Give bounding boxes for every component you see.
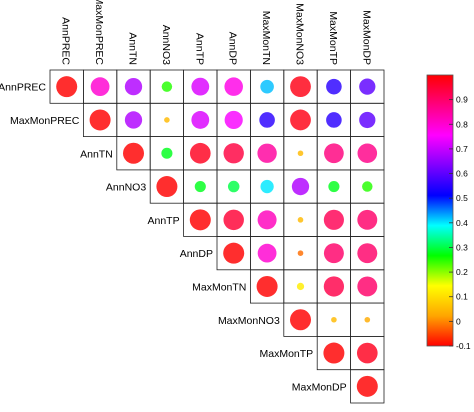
colorbar-tick-label: 0.8	[456, 119, 468, 129]
correlation-circle	[223, 143, 244, 164]
column-label: AnnNO3	[160, 25, 172, 65]
correlation-circle	[257, 143, 277, 163]
correlation-circle	[256, 275, 278, 297]
correlation-circle	[260, 179, 274, 194]
correlation-circle	[161, 81, 173, 92]
correlation-circle	[259, 112, 275, 128]
correlation-circle	[323, 209, 344, 230]
correlation-circle	[291, 177, 310, 196]
row-label: AnnTP	[147, 215, 179, 227]
column-label: MaxMonTP	[327, 11, 339, 65]
correlation-circle	[356, 342, 378, 364]
colorbar-tick-label: 0.7	[456, 144, 468, 154]
correlation-circle	[297, 250, 304, 256]
colorbar-ticks: -0.1 0 0.1 0.2 0.3 0.4 0.5 0.6 0.7 0.8 0.9	[449, 95, 471, 351]
correlation-circle	[124, 111, 143, 129]
correlation-circle	[328, 180, 340, 193]
colorbar-tick-label: 0.2	[456, 267, 468, 277]
correlation-circle	[194, 180, 206, 193]
correlation-circle	[324, 143, 344, 164]
colorbar-tick-label: 0	[456, 316, 461, 326]
correlation-circle	[297, 217, 304, 223]
column-label: AnnTN	[127, 32, 139, 65]
grid-cell	[350, 369, 385, 404]
correlation-circle	[223, 209, 244, 231]
row-label: MaxMonDP	[292, 381, 347, 393]
colorbar-tick-label: -0.1	[456, 341, 471, 351]
correlation-circle	[357, 243, 378, 264]
correlation-circle	[56, 76, 78, 98]
column-label: AnnTP	[193, 33, 205, 65]
colorbar-tick-label: 0.1	[456, 292, 468, 302]
row-labels: AnnPREC MaxMonPREC AnnTN AnnNO3 AnnTP AnnDP Ma…	[0, 82, 347, 394]
row-label: AnnNO3	[106, 182, 146, 194]
correlation-circle	[123, 142, 144, 164]
column-label: MaxMonDP	[360, 10, 372, 65]
correlation-circle	[290, 309, 311, 331]
correlation-circle	[90, 77, 110, 97]
column-label: AnnPREC	[60, 17, 72, 65]
correlation-circle	[326, 78, 342, 95]
colorbar-tick-label: 0.5	[456, 193, 468, 203]
correlation-circle	[257, 243, 277, 263]
correlation-circle	[227, 180, 240, 193]
correlation-circle	[189, 142, 211, 164]
correlation-circle	[191, 111, 210, 129]
correlation-circle	[260, 79, 274, 94]
correlation-circle	[164, 117, 170, 123]
row-label: AnnPREC	[0, 82, 46, 94]
correlation-circle	[357, 143, 378, 164]
colorbar-tick-label: 0.6	[456, 169, 468, 179]
column-label: AnnDP	[227, 32, 239, 65]
colorbar-bar	[426, 74, 454, 347]
colorbar-tick-label: 0.4	[456, 218, 468, 228]
correlation-circle	[223, 242, 245, 264]
column-labels: AnnPREC MaxMonPREC AnnTN AnnNO3 AnnTP AnnDP Ma…	[60, 0, 373, 65]
correlation-circle	[326, 112, 342, 128]
row-label: AnnDP	[180, 248, 213, 260]
correlation-circle	[359, 111, 376, 129]
row-label: AnnTN	[80, 148, 113, 160]
correlation-circle	[161, 147, 173, 159]
correlation-circle	[323, 276, 345, 297]
row-label: MaxMonPREC	[10, 115, 80, 127]
correlation-circle	[189, 209, 211, 231]
correlation-circle	[296, 282, 305, 291]
correlation-circle	[331, 316, 337, 323]
correlation-circle	[191, 77, 210, 96]
row-label: MaxMonTP	[260, 348, 314, 360]
colorbar-tick-label: 0.9	[456, 95, 468, 105]
correlation-circles	[56, 76, 378, 397]
correlation-circle	[290, 76, 311, 98]
correlation-circle	[356, 375, 378, 397]
column-label: MaxMonPREC	[93, 0, 105, 65]
correlation-circle	[89, 109, 111, 131]
column-label: MaxMonTN	[260, 11, 272, 65]
correlation-circle	[224, 110, 243, 130]
correlation-circle	[290, 109, 311, 131]
correlation-circle	[323, 342, 345, 364]
correlation-circle	[124, 77, 143, 96]
row-label: MaxMonNO3	[218, 315, 280, 327]
correlation-circle	[224, 77, 243, 96]
correlation-grid	[49, 69, 385, 404]
correlation-circle	[297, 150, 304, 157]
correlation-circle	[362, 181, 373, 192]
column-label: MaxMonNO3	[294, 3, 306, 65]
correlation-circle	[364, 316, 371, 323]
correlation-circle	[357, 276, 378, 297]
colorbar-tick-label: 0.3	[456, 242, 468, 252]
correlation-circle	[156, 176, 178, 198]
correlation-circle	[323, 243, 344, 264]
correlation-circle	[357, 209, 378, 230]
row-label: MaxMonTN	[192, 281, 246, 293]
correlation-circle	[257, 210, 277, 230]
colorbar: -0.1 0 0.1 0.2 0.3 0.4 0.5 0.6 0.7 0.8 0.9	[426, 74, 471, 351]
correlation-circle	[359, 78, 376, 95]
